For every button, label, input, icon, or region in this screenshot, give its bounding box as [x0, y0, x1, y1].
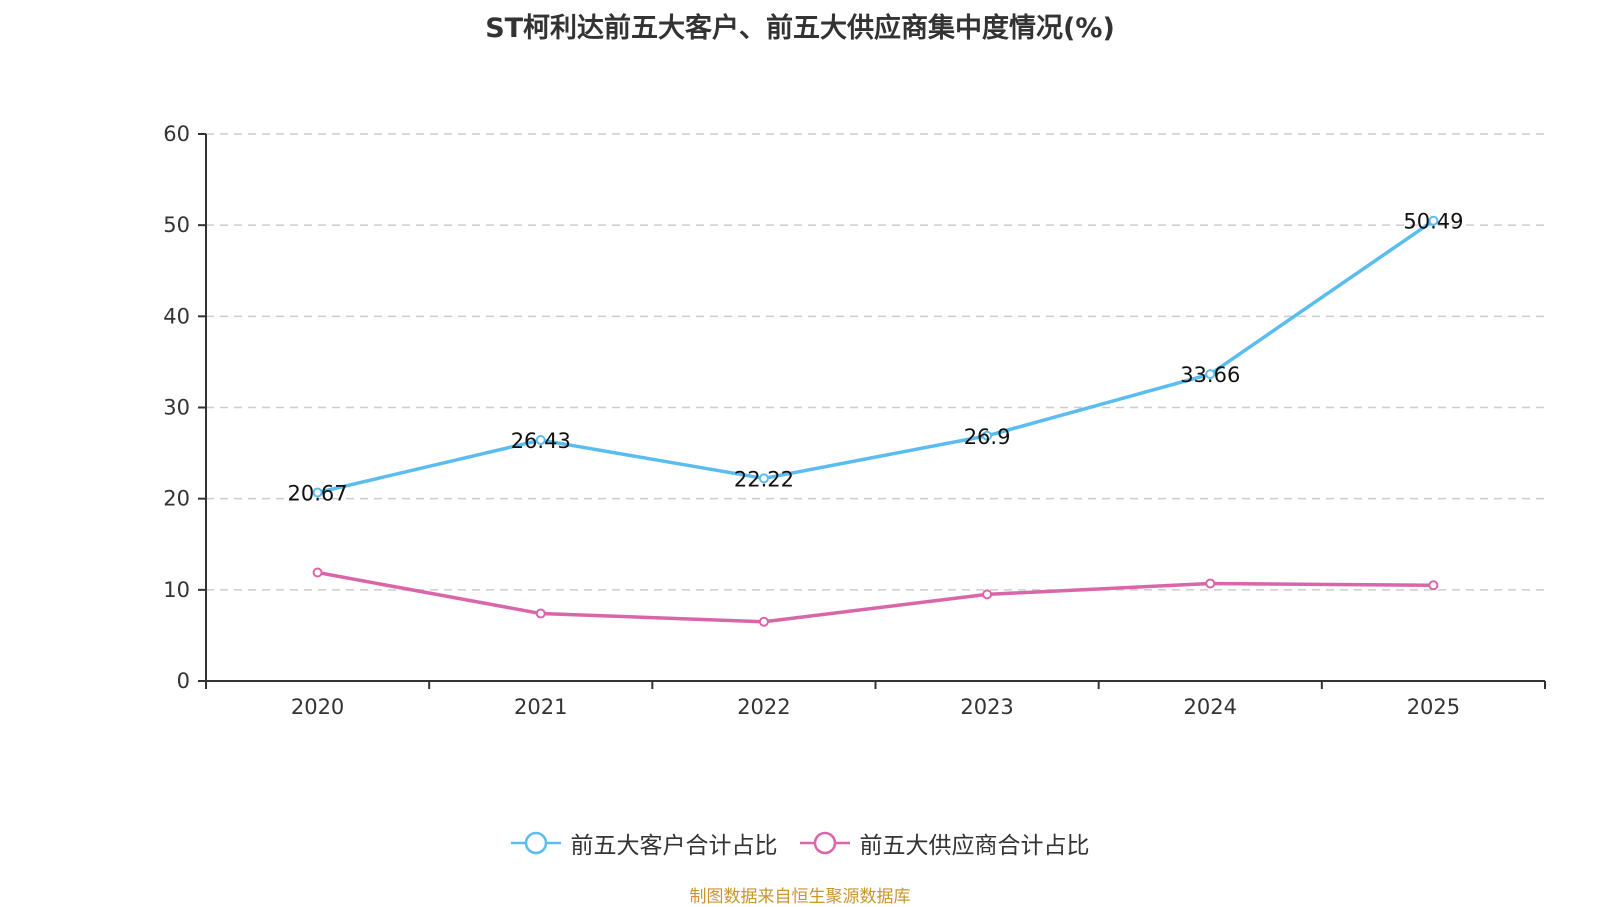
x-tick-label: 2025: [1407, 695, 1460, 719]
legend-label: 前五大供应商合计占比: [859, 833, 1090, 859]
x-tick-label: 2024: [1184, 695, 1237, 719]
x-tick-label: 2022: [737, 695, 790, 719]
y-tick-label: 10: [163, 578, 190, 602]
data-labels: 20.67 26.43 22.22 26.9 33.66 50.49: [288, 210, 1464, 506]
y-tick-label: 30: [163, 396, 190, 420]
series-line-1: [317, 570, 1434, 624]
y-tick-label: 40: [163, 304, 190, 328]
data-point: [1428, 215, 1439, 226]
legend-line-circle-icon: [799, 831, 850, 855]
data-label: 50.49: [1403, 210, 1463, 234]
data-label: 20.67: [288, 482, 348, 506]
data-point: [312, 487, 323, 498]
y-tick-label: 20: [163, 487, 190, 511]
y-tick-label: 60: [163, 122, 190, 146]
axes: 0 10 20 30 40 50 60 2020 2021 2022 2023 2024 2025: [163, 122, 1546, 719]
data-point: [535, 435, 546, 446]
chart-title: ST柯利达前五大客户、前五大供应商集中度情况(%): [485, 13, 1115, 44]
data-point: [312, 567, 323, 578]
legend-label: 前五大客户合计占比: [570, 833, 778, 859]
x-tick-label: 2020: [291, 695, 344, 719]
data-label: 26.9: [964, 425, 1011, 449]
y-tick-label: 50: [163, 213, 190, 237]
data-point: [1428, 580, 1439, 591]
data-point: [982, 589, 993, 600]
legend-item-customers[interactable]: 前五大客户合计占比: [510, 826, 778, 860]
data-point: [982, 430, 993, 441]
data-point: [758, 616, 769, 627]
series-layer: [312, 215, 1439, 627]
x-tick-label: 2023: [960, 695, 1013, 719]
legend-line-circle-icon: [510, 831, 561, 855]
data-point: [535, 608, 546, 619]
grid-lines: [206, 133, 1545, 591]
source-note: 制图数据来自恒生聚源数据库: [689, 887, 911, 907]
data-point: [1205, 369, 1216, 380]
legend-item-suppliers[interactable]: 前五大供应商合计占比: [799, 826, 1090, 860]
data-point: [758, 473, 769, 484]
x-tick-label: 2021: [514, 695, 567, 719]
y-tick-label: 0: [177, 669, 190, 693]
data-label: 22.22: [734, 467, 794, 491]
data-label: 26.43: [511, 429, 571, 453]
legend: 前五大客户合计占比 前五大供应商合计占比: [0, 826, 1600, 860]
data-point: [1205, 578, 1216, 589]
data-label: 33.66: [1180, 363, 1240, 387]
series-line-0: [317, 219, 1435, 495]
